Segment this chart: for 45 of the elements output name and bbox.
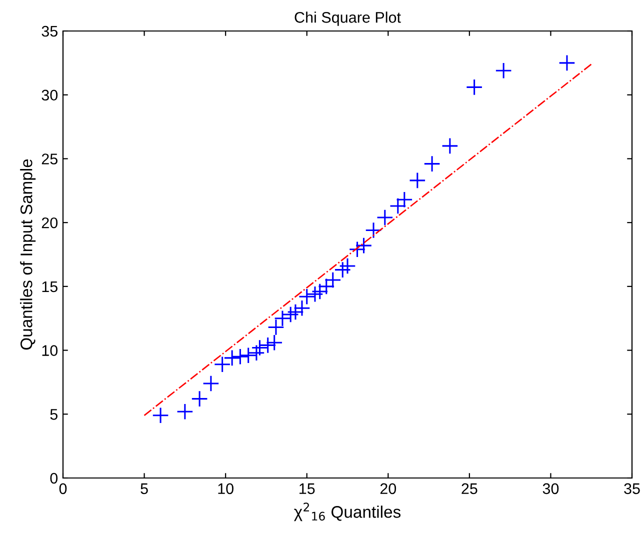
point <box>240 346 257 364</box>
point <box>355 237 372 254</box>
point <box>152 407 169 424</box>
x-tick-label: 30 <box>542 483 559 494</box>
point <box>424 155 440 172</box>
point <box>306 286 324 302</box>
y-tick-label: 5 <box>50 409 58 420</box>
x-tick-label: 25 <box>462 483 478 494</box>
point <box>248 344 265 362</box>
point <box>442 138 458 154</box>
point <box>558 54 576 72</box>
point <box>348 240 366 258</box>
point <box>176 403 194 420</box>
point <box>287 304 304 320</box>
point <box>202 375 220 392</box>
point <box>191 390 208 408</box>
point <box>365 222 382 239</box>
x-tick-label: 35 <box>624 483 640 494</box>
point <box>294 300 310 317</box>
chart-title: Chi Square Plot <box>294 12 401 26</box>
point <box>298 288 316 306</box>
y-tick-label: 10 <box>42 345 58 356</box>
x-tick-label: 15 <box>300 483 315 494</box>
y-tick-label: 20 <box>42 217 58 228</box>
y-tick-label: 30 <box>42 90 58 101</box>
y-tick-label: 15 <box>42 281 58 292</box>
point <box>282 306 300 323</box>
x-tick-label: 5 <box>140 483 148 494</box>
point <box>466 78 483 96</box>
y-axis-title: Quantiles of Input Sample <box>20 159 36 350</box>
point <box>495 62 512 79</box>
point <box>251 339 268 356</box>
point <box>266 334 283 352</box>
y-tick-label: 25 <box>42 154 58 164</box>
x-tick-label: 0 <box>59 483 67 494</box>
point <box>259 336 276 354</box>
point <box>339 258 356 274</box>
x-axis-title: χ$^{2}$$_{16}$ Quantiles <box>294 502 401 522</box>
y-tick-label: 0 <box>50 472 58 484</box>
y-tick-label: 35 <box>42 26 58 37</box>
point <box>409 172 426 189</box>
x-tick-label: 20 <box>380 483 396 494</box>
point <box>232 348 249 366</box>
x-tick-label: 10 <box>218 483 234 494</box>
point <box>376 209 394 226</box>
